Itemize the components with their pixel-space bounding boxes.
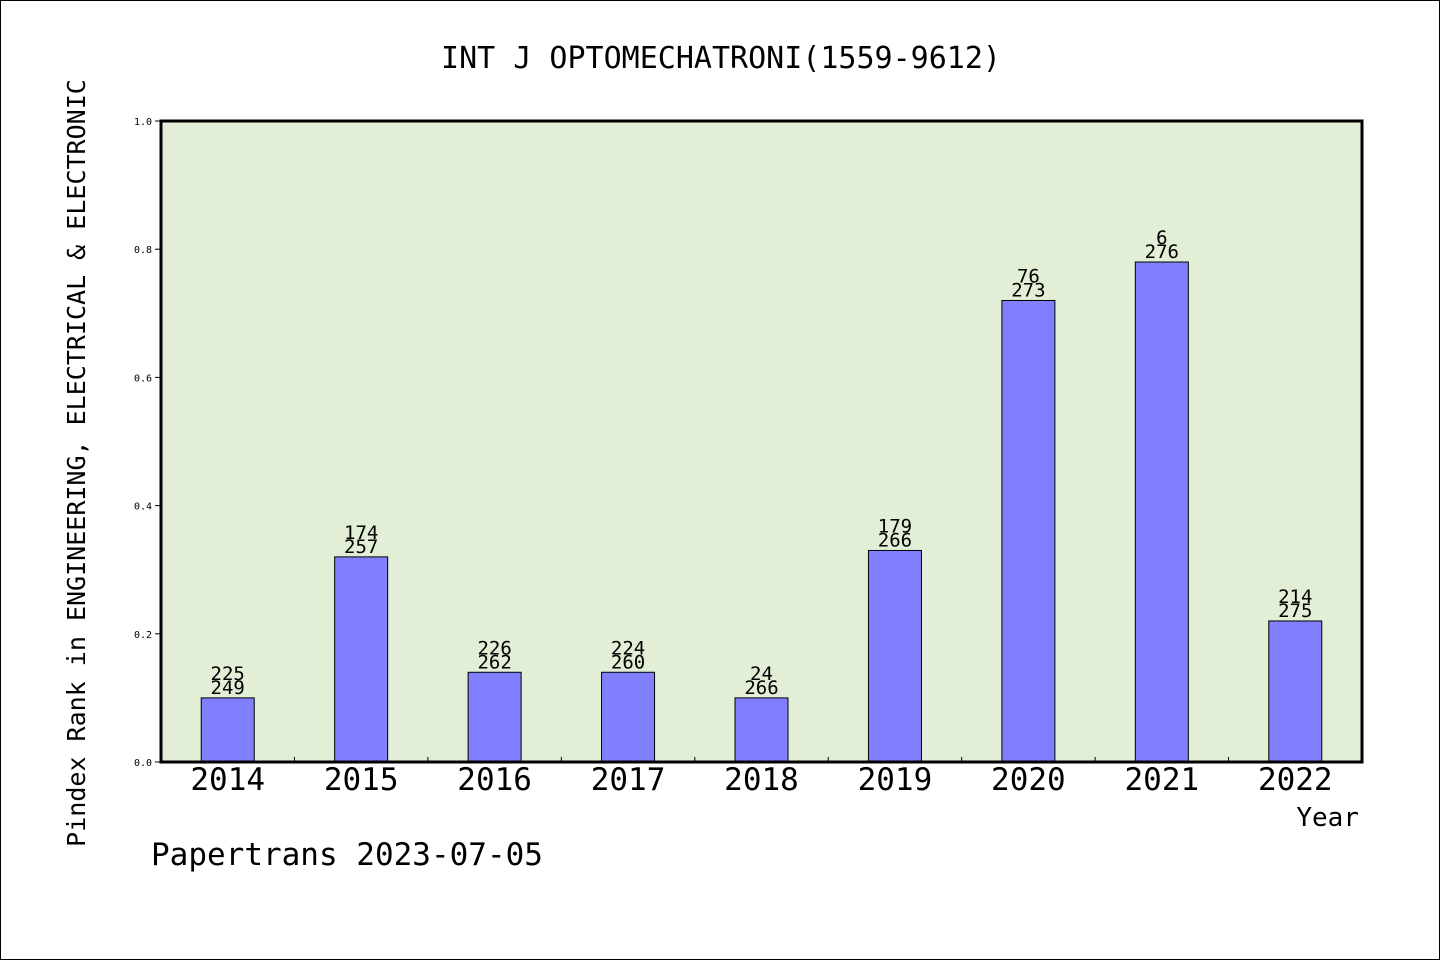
x-tick-label: 2021: [1125, 762, 1200, 798]
x-axis-ticks: 2014 2015 2016 2017 2018 2019 2020 2021 2022: [190, 757, 1333, 798]
bar-2019: [867, 549, 922, 763]
y-axis-label: Pindex Rank in ENGINEERING, ELECTRICAL &…: [62, 79, 91, 847]
bar-total-label: 273: [1011, 279, 1045, 301]
bar-rank-label: 76: [1017, 265, 1040, 287]
bar-2017: [601, 671, 656, 763]
bar-2020: [1001, 299, 1056, 763]
x-tick-label: 2018: [724, 762, 799, 798]
footer-credit: Papertrans 2023-07-05: [151, 837, 543, 873]
bar-total-label: 266: [878, 529, 912, 551]
y-axis-ticks: 0.0 0.2 0.4 0.6 0.8 1.0: [134, 117, 161, 769]
bar-total-label: 257: [344, 536, 378, 558]
bar-total-label: 276: [1145, 241, 1179, 263]
x-tick-label: 2022: [1258, 762, 1333, 798]
y-tick-label: 0.2: [134, 630, 152, 641]
bar-rank-label: 6: [1156, 227, 1167, 249]
bar-labels-group: 2252491742572262622242602426617926676273…: [211, 227, 1313, 699]
bar-2015: [334, 556, 389, 763]
bar-rank-label: 214: [1278, 586, 1312, 608]
bar-2018: [734, 697, 789, 763]
bar-2021: [1134, 261, 1189, 763]
bar-2022: [1268, 620, 1323, 763]
bar-2014: [200, 697, 255, 763]
bar-rank-label: 225: [211, 663, 245, 685]
x-axis-label: Year: [1296, 803, 1359, 833]
bar-total-label: 262: [477, 651, 511, 673]
plot-border: [159, 119, 1364, 764]
x-tick-label: 2020: [991, 762, 1066, 798]
bar-total-label: 266: [744, 677, 778, 699]
bar-total-label: 275: [1278, 600, 1312, 622]
y-tick-label: 1.0: [134, 117, 152, 128]
bar-total-label: 249: [211, 677, 245, 699]
x-tick-label: 2014: [190, 762, 265, 798]
bar-total-label: 260: [611, 651, 645, 673]
y-tick-label: 0.6: [134, 373, 152, 384]
y-tick-label: 0.4: [134, 502, 152, 513]
bar-rank-label: 24: [750, 663, 773, 685]
chart-title: INT J OPTOMECHATRONI(1559-9612): [441, 41, 1001, 76]
bar-2016: [467, 671, 522, 763]
bar-rank-label: 174: [344, 522, 378, 544]
y-tick-label: 0.8: [134, 245, 152, 256]
bar-rank-label: 224: [611, 637, 645, 659]
y-tick-label: 0.0: [134, 758, 152, 769]
bar-rank-label: 179: [878, 515, 912, 537]
bar-rank-label: 226: [477, 637, 511, 659]
bars-group: [200, 261, 1323, 763]
x-tick-label: 2019: [858, 762, 933, 798]
x-tick-label: 2016: [457, 762, 532, 798]
x-tick-label: 2017: [591, 762, 666, 798]
x-tick-label: 2015: [324, 762, 399, 798]
